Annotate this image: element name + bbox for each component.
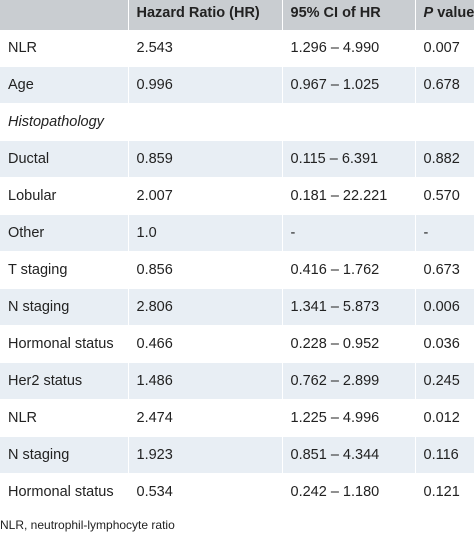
row-label: NLR bbox=[0, 30, 128, 67]
header-ci: 95% CI of HR bbox=[281, 0, 415, 30]
p-value-cell: 0.245 bbox=[414, 362, 474, 400]
row-label: N staging bbox=[0, 288, 128, 326]
row-label: NLR bbox=[0, 399, 128, 437]
section-label: Histopathology bbox=[0, 103, 474, 141]
ci-cell: 1.296 – 4.990 bbox=[281, 30, 415, 67]
ci-cell: 0.242 – 1.180 bbox=[281, 473, 415, 511]
header-p-value: P value bbox=[414, 0, 474, 30]
table-row: Age 0.996 0.967 – 1.025 0.678 bbox=[0, 66, 474, 104]
hazard-ratio-table: Hazard Ratio (HR) 95% CI of HR P value N… bbox=[0, 0, 474, 511]
hazard-ratio-cell: 2.474 bbox=[127, 399, 282, 437]
row-label: Lobular bbox=[0, 177, 128, 215]
table-row: Hormonal status 0.534 0.242 – 1.180 0.121 bbox=[0, 473, 474, 511]
row-label: Her2 status bbox=[0, 362, 128, 400]
hazard-ratio-cell: 1.486 bbox=[127, 362, 282, 400]
header-p-italic: P bbox=[423, 5, 434, 21]
p-value-cell: 0.678 bbox=[414, 66, 474, 104]
hazard-ratio-cell: 2.543 bbox=[127, 30, 282, 67]
ci-cell: 0.967 – 1.025 bbox=[281, 66, 415, 104]
table-row: Other 1.0- - bbox=[0, 214, 474, 252]
p-value-cell: 0.006 bbox=[414, 288, 474, 326]
ci-cell: 1.341 – 5.873 bbox=[281, 288, 415, 326]
ci-cell: 0.416 – 1.762 bbox=[281, 251, 415, 289]
table-header-row: Hazard Ratio (HR) 95% CI of HR P value bbox=[0, 0, 474, 30]
ci-cell: 0.762 – 2.899 bbox=[281, 362, 415, 400]
table-row: N staging 2.806 1.341 – 5.873 0.006 bbox=[0, 288, 474, 326]
ci-cell: 1.225 – 4.996 bbox=[281, 399, 415, 437]
table-row: Lobular 2.007 0.181 – 22.221 0.570 bbox=[0, 177, 474, 215]
p-value-cell: 0.673 bbox=[414, 251, 474, 289]
table-row: Her2 status 1.486 0.762 – 2.899 0.245 bbox=[0, 362, 474, 400]
row-label: T staging bbox=[0, 251, 128, 289]
section-row: Histopathology bbox=[0, 103, 474, 141]
table-row: NLR 2.543 1.296 – 4.990 0.007 bbox=[0, 30, 474, 67]
p-value-cell: 0.012 bbox=[414, 399, 474, 437]
ci-cell: - bbox=[281, 214, 415, 252]
table-row: T staging 0.856 0.416 – 1.762 0.673 bbox=[0, 251, 474, 289]
hazard-ratio-cell: 2.806 bbox=[127, 288, 282, 326]
hazard-ratio-cell: 0.996 bbox=[127, 66, 282, 104]
ci-cell: 0.115 – 6.391 bbox=[281, 140, 415, 178]
hazard-ratio-cell: 0.534 bbox=[127, 473, 282, 511]
hazard-ratio-cell: 2.007 bbox=[127, 177, 282, 215]
ci-cell: 0.228 – 0.952 bbox=[281, 325, 415, 363]
header-blank bbox=[0, 0, 128, 30]
row-label: Ductal bbox=[0, 140, 128, 178]
table-row: Ductal 0.859 0.115 – 6.391 0.882 bbox=[0, 140, 474, 178]
table-row: Hormonal status 0.466 0.228 – 0.952 0.036 bbox=[0, 325, 474, 363]
row-label: Hormonal status bbox=[0, 325, 128, 363]
table-footnote: NLR, neutrophil-lymphocyte ratio bbox=[0, 518, 175, 532]
row-label: Hormonal status bbox=[0, 473, 128, 511]
p-value-cell: 0.036 bbox=[414, 325, 474, 363]
p-value-cell: 0.121 bbox=[414, 473, 474, 511]
ci-cell: 0.181 – 22.221 bbox=[281, 177, 415, 215]
p-value-cell: 0.007 bbox=[414, 30, 474, 67]
row-label: Other bbox=[0, 214, 128, 252]
p-value-cell: - bbox=[414, 214, 474, 252]
p-value-cell: 0.882 bbox=[414, 140, 474, 178]
row-label: Age bbox=[0, 66, 128, 104]
p-value-cell: 0.570 bbox=[414, 177, 474, 215]
hazard-ratio-cell: 0.856 bbox=[127, 251, 282, 289]
hazard-ratio-cell: 1.0 bbox=[127, 214, 282, 252]
header-p-rest: value bbox=[433, 5, 474, 21]
table-row: NLR 2.474 1.225 – 4.996 0.012 bbox=[0, 399, 474, 437]
header-hazard-ratio: Hazard Ratio (HR) bbox=[127, 0, 282, 30]
hazard-ratio-cell: 0.859 bbox=[127, 140, 282, 178]
hazard-ratio-cell: 0.466 bbox=[127, 325, 282, 363]
